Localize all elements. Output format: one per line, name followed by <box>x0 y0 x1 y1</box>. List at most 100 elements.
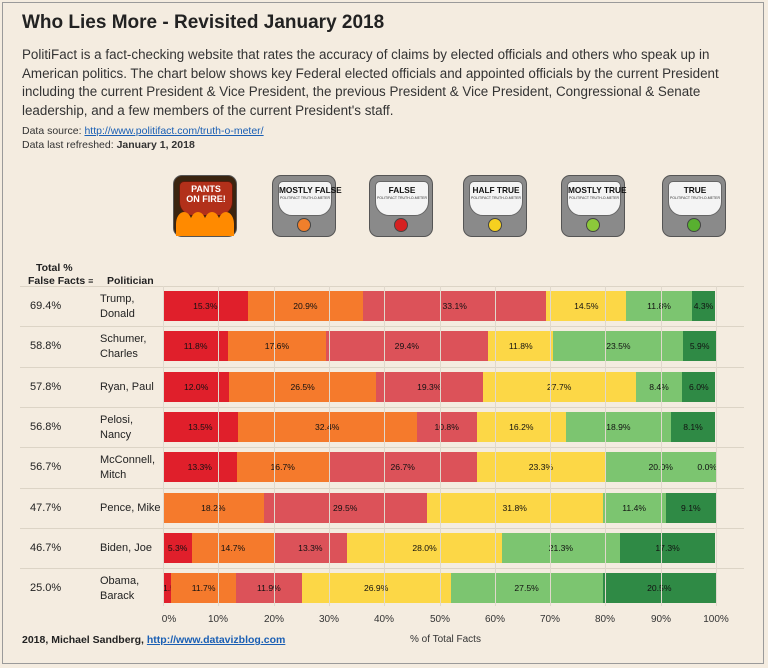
false-pct-value: 58.8% <box>30 340 62 352</box>
politician-name: Biden, Joe <box>100 542 152 554</box>
bar-segment[interactable]: 11.7% <box>171 573 236 603</box>
bar-value-label: 27.5% <box>514 583 539 593</box>
bar-value-label: 14.5% <box>574 301 599 311</box>
bar-segment[interactable]: 20.5% <box>602 573 716 603</box>
bar-segment[interactable]: 11.8% <box>163 331 229 361</box>
bar-value-label: 20.9% <box>293 301 318 311</box>
meter-label: TRUE <box>683 185 707 195</box>
table-row <box>20 326 744 367</box>
bar-segment[interactable]: 23.3% <box>476 452 606 482</box>
bar-segment[interactable]: 17.3% <box>619 533 716 563</box>
bar-segment[interactable]: 10.8% <box>416 412 477 442</box>
meter-label: MOSTLY TRUE <box>568 185 627 195</box>
meter-sublabel: POLITIFACT TRUTH-O-METER <box>470 196 522 200</box>
bar-segment[interactable]: 20.0% <box>605 452 716 482</box>
bar-segment[interactable]: 11.8% <box>626 291 692 321</box>
bar-segment[interactable]: 18.2% <box>163 493 264 523</box>
bar-value-label: 11.8% <box>183 341 208 351</box>
bar-value-label: 11.8% <box>647 301 671 311</box>
bar-value-label: 19.3% <box>417 382 442 392</box>
bar-value-label: 14.7% <box>220 543 246 553</box>
bar-segment[interactable]: 11.9% <box>235 573 302 603</box>
x-axis-label: % of Total Facts <box>410 634 481 645</box>
gridline <box>440 286 441 606</box>
mostly-false-meter-icon: MOSTLY FALSE POLITIFACT TRUTH-O-METER <box>272 175 342 237</box>
bar-segment[interactable]: 13.5% <box>163 412 238 442</box>
bar-segment[interactable]: 32.4% <box>237 412 417 442</box>
bar-value-label: 17.3% <box>655 543 680 553</box>
bar-segment[interactable]: 29.5% <box>263 493 427 523</box>
gridline <box>495 286 496 606</box>
bar-segment[interactable]: 8.4% <box>635 372 683 402</box>
bar-segment[interactable]: 20.9% <box>247 291 364 321</box>
bar-segment[interactable]: 5.3% <box>163 533 193 563</box>
bar-segment[interactable]: 26.7% <box>328 452 477 482</box>
bar-value-label: 13.3% <box>298 543 323 553</box>
x-tick-label: 90% <box>650 614 672 625</box>
false-pct-header[interactable]: False Facts ≡ <box>28 275 93 287</box>
gridline <box>550 286 551 606</box>
bar-segment[interactable]: 21.3% <box>501 533 620 563</box>
false-pct-value: 69.4% <box>30 300 62 312</box>
bar-value-label: 13.3% <box>187 462 212 472</box>
bar-segment[interactable]: 27.5% <box>450 573 603 603</box>
x-tick-label: 40% <box>373 614 395 625</box>
table-row <box>20 528 744 569</box>
bar-segment[interactable]: 11.4% <box>602 493 666 523</box>
bar-segment[interactable]: 28.0% <box>347 533 502 563</box>
bar-segment[interactable]: 31.8% <box>426 493 603 523</box>
bar-segment[interactable]: 26.5% <box>229 372 376 402</box>
politician-name: Pence, Mike <box>100 502 161 514</box>
meter-face: PANTS ON FIRE! <box>179 181 233 216</box>
bar-segment[interactable]: 27.7% <box>482 372 636 402</box>
x-tick-label: 50% <box>429 614 451 625</box>
bar-segment[interactable]: 33.1% <box>363 291 547 321</box>
bar-segment[interactable]: 6.0% <box>682 372 716 402</box>
bar-segment[interactable]: 23.5% <box>553 331 684 361</box>
politician-name: Trump, Donald <box>100 293 135 320</box>
x-tick-label: 10% <box>207 614 229 625</box>
politician-header: Politician <box>107 275 154 287</box>
bar-segment[interactable]: 16.2% <box>476 412 567 442</box>
sort-icon[interactable]: ≡ <box>88 276 94 286</box>
meter-label: MOSTLY FALSE <box>279 185 342 195</box>
bar-segment[interactable]: 14.7% <box>192 533 274 563</box>
bar-segment[interactable]: 1.5% <box>163 573 183 603</box>
false-meter-icon: FALSE POLITIFACT TRUTH-O-METER <box>369 175 433 237</box>
data-refreshed: Data last refreshed: January 1, 2018 <box>22 139 195 151</box>
mostly-true-meter-icon: MOSTLY TRUE POLITIFACT TRUTH-O-METER <box>561 175 627 237</box>
data-source-link[interactable]: http://www.politifact.com/truth-o-meter/ <box>84 125 264 137</box>
description: PolitiFact is a fact-checking website th… <box>22 47 719 118</box>
bar-value-label: 12.0% <box>183 382 209 392</box>
footer-credit: 2018, Michael Sandberg, http://www.datav… <box>22 634 285 646</box>
bar-segment[interactable]: 19.3% <box>375 372 483 402</box>
bar-value-label: 8.1% <box>683 422 703 432</box>
bar-segment[interactable]: 8.1% <box>670 412 716 442</box>
bar-segment[interactable]: 12.0% <box>163 372 230 402</box>
bar-value-label: 26.5% <box>290 382 315 392</box>
bar-segment[interactable]: 17.6% <box>228 331 326 361</box>
bar-segment[interactable]: 16.7% <box>236 452 329 482</box>
bar-value-label: 23.3% <box>528 462 554 472</box>
bar-segment[interactable]: 11.8% <box>488 331 554 361</box>
bar-segment[interactable]: 26.9% <box>301 573 451 603</box>
bar-segment[interactable]: 13.3% <box>163 452 237 482</box>
bar-segment[interactable]: 13.3% <box>273 533 348 563</box>
bar-segment[interactable]: 29.4% <box>325 331 489 361</box>
false-pct-value: 47.7% <box>30 502 62 514</box>
bar-value-label: 29.5% <box>333 503 358 513</box>
bar-value-label: 11.4% <box>622 503 646 513</box>
data-source-label: Data source: <box>22 125 82 137</box>
bar-segment[interactable]: 5.9% <box>683 331 716 361</box>
bar-segment[interactable]: 18.9% <box>566 412 671 442</box>
meter-face: MOSTLY TRUE POLITIFACT TRUTH-O-METER <box>567 181 627 216</box>
bar-segment[interactable]: 9.1% <box>665 493 716 523</box>
politician-name: Schumer, Charles <box>100 333 147 360</box>
bar-segment[interactable]: 14.5% <box>546 291 627 321</box>
bar-segment[interactable]: 4.3% <box>691 291 716 321</box>
table-row <box>20 407 744 448</box>
gridline <box>218 286 219 606</box>
bar-segment[interactable]: 15.3% <box>163 291 248 321</box>
footer-link[interactable]: http://www.datavizblog.com <box>146 634 286 646</box>
